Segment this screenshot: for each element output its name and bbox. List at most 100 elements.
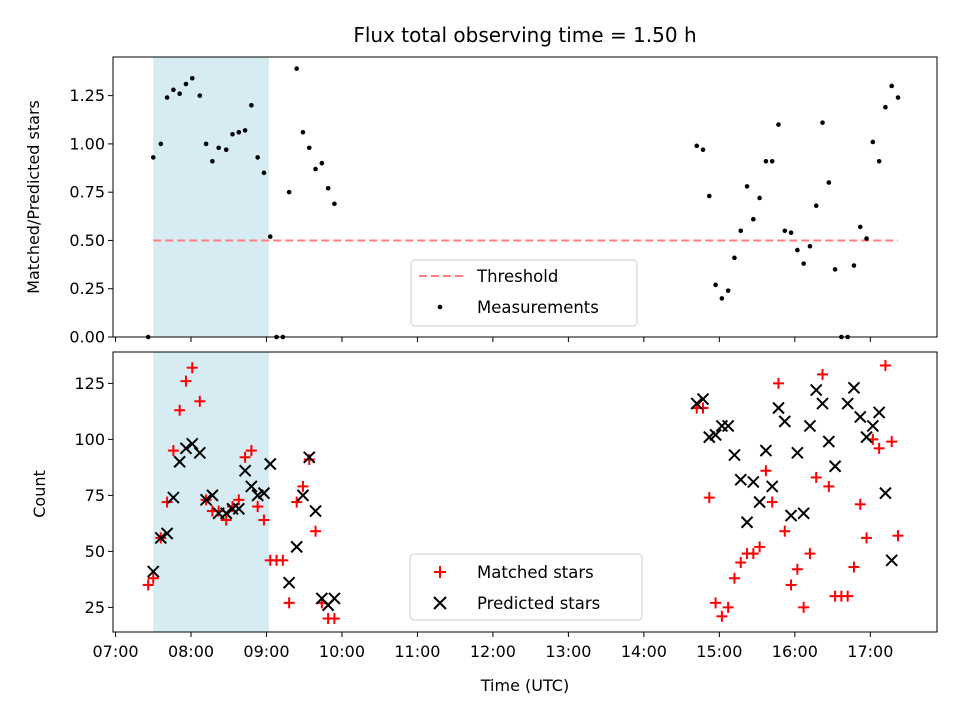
measurement-point	[210, 158, 215, 164]
matched-star-marker	[710, 597, 722, 609]
predicted-star-marker	[303, 451, 316, 464]
ratio-plot-layer	[145, 66, 901, 340]
predicted-star-marker	[803, 419, 817, 433]
measurement-point	[286, 189, 292, 195]
predicted-star-marker	[709, 428, 722, 442]
matched-star-marker	[848, 561, 860, 573]
highlight-span-top	[153, 57, 269, 337]
legend-predicted-label: Predicted stars	[477, 594, 600, 613]
count-x-ticks: 07:00 08:00 09:00 10:00 11:00 12:00 13:00 14:00…	[92, 632, 893, 661]
measurement-point	[700, 147, 706, 152]
matched-star-marker	[147, 572, 159, 584]
measurement-point	[706, 193, 712, 199]
measurement-point	[870, 139, 876, 145]
measurement-point	[319, 160, 325, 166]
predicted-stars-legend-swatch	[433, 596, 447, 610]
measurement-point	[769, 158, 775, 164]
measurement-point	[177, 91, 182, 96]
predicted-star-marker	[232, 502, 246, 516]
matched-star-marker	[735, 557, 747, 569]
measurement-point	[255, 155, 260, 160]
measurement-point	[216, 145, 221, 151]
measurement-point	[719, 296, 725, 301]
predicted-star-marker	[290, 540, 303, 554]
matched-star-marker	[258, 514, 270, 526]
matched-star-marker	[161, 496, 173, 508]
measurement-point	[725, 288, 731, 293]
measurement-point	[300, 130, 306, 135]
measurement-point	[807, 243, 813, 249]
matched-star-marker	[879, 359, 891, 371]
matched-star-marker	[239, 451, 251, 463]
predicted-star-marker	[759, 444, 773, 457]
matched-star-marker	[817, 368, 829, 380]
predicted-star-marker	[740, 516, 754, 529]
measurement-point	[732, 255, 737, 261]
x-tick-label: 07:00	[92, 642, 138, 661]
predicted-star-marker	[747, 475, 760, 489]
matched-star-marker	[886, 436, 898, 448]
predicted-star-marker	[179, 442, 193, 455]
predicted-star-marker	[264, 457, 277, 471]
predicted-star-marker	[872, 406, 886, 419]
predicted-star-marker	[860, 430, 873, 444]
predicted-star-marker	[154, 531, 168, 545]
predicted-star-marker	[173, 455, 186, 468]
measurement-point	[236, 130, 242, 135]
ratio-y-tick-label: 0.00	[69, 328, 105, 347]
count-y-tick-label: 25	[85, 598, 105, 617]
measurement-point	[738, 228, 744, 234]
ratio-panel: 0.00 0.25 0.50 0.75 1.00 1.25 Flux total obse…	[24, 23, 938, 347]
matched-star-marker	[283, 597, 295, 609]
predicted-star-marker	[238, 464, 252, 477]
matched-star-marker	[194, 395, 206, 407]
predicted-star-marker	[879, 486, 892, 500]
measurement-point	[744, 184, 750, 189]
ratio-legend-box	[410, 259, 638, 327]
highlight-span-bottom	[153, 352, 269, 632]
ratio-y-tick-label: 1.25	[69, 86, 105, 105]
matched-star-marker	[142, 579, 154, 591]
matched-star-marker	[220, 514, 232, 526]
matched-star-marker	[779, 525, 791, 537]
matched-star-marker	[716, 610, 728, 622]
predicted-star-marker	[828, 460, 842, 473]
count-y-tick-label: 125	[74, 374, 105, 393]
count-legend: Matched stars Predicted stars	[409, 553, 643, 621]
matched-star-marker	[754, 541, 766, 553]
matched-star-marker	[310, 525, 322, 537]
matched-star-marker	[785, 579, 797, 591]
predicted-star-marker	[721, 419, 735, 433]
matched-star-marker	[798, 601, 810, 613]
matched-star-marker	[760, 465, 772, 477]
measurement-point	[249, 102, 254, 108]
matched-star-marker	[297, 480, 309, 492]
measurement-point	[197, 93, 203, 98]
predicted-star-marker	[765, 480, 779, 493]
x-tick-label: 15:00	[696, 642, 742, 661]
predicted-star-marker	[822, 435, 836, 448]
ratio-y-tick-label: 0.50	[69, 231, 105, 250]
predicted-star-marker	[167, 491, 180, 504]
count-panel: 25 50 75 100 125 07:00 08:00 09:00 10:00 11:00 12…	[30, 351, 938, 695]
predicted-star-marker	[866, 419, 880, 433]
predicted-star-marker	[257, 486, 271, 500]
predicted-star-marker	[199, 493, 213, 507]
measurement-point	[242, 128, 248, 133]
matched-star-marker	[810, 471, 822, 483]
count-y-ticks: 25 50 75 100 125	[74, 374, 113, 617]
predicted-star-marker	[296, 489, 310, 502]
predicted-star-marker	[220, 507, 233, 520]
matched-star-marker	[791, 563, 803, 575]
measurement-point	[776, 122, 781, 127]
measurement-point	[876, 158, 882, 164]
measurement-point	[267, 234, 273, 239]
predicted-star-marker	[797, 507, 810, 520]
measurement-point	[171, 87, 176, 93]
x-tick-label: 08:00	[168, 642, 214, 661]
measurement-point	[788, 230, 794, 236]
matched-star-marker	[842, 590, 854, 602]
x-tick-label: 09:00	[243, 642, 289, 661]
ratio-panel-frame	[112, 56, 938, 338]
